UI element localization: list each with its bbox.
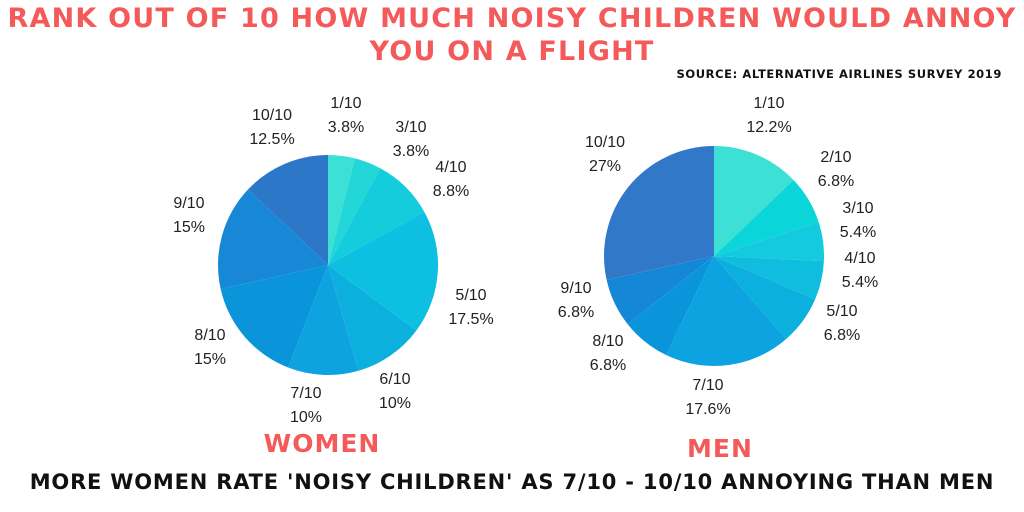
slice-value-label: 27% [589, 158, 621, 175]
pie-slice-4-of-10 [328, 168, 425, 265]
chart-title: RANK OUT OF 10 HOW MUCH NOISY CHILDREN W… [7, 3, 1017, 67]
slice-value-label: 12.5% [249, 131, 294, 148]
slice-category-label: 4/10 [844, 250, 875, 267]
slice-category-label: 1/10 [753, 95, 784, 112]
pie-slice-1-of-10 [714, 146, 794, 256]
footer-caption: MORE WOMEN RATE 'NOISY CHILDREN' AS 7/10… [29, 470, 995, 494]
slice-category-label: 9/10 [173, 195, 204, 212]
pie-slice-1-of-10 [328, 155, 355, 265]
men-pie: 1/10 12.2% 2/10 6.8% 3/10 5.4% 4/10 5.4% 5/10 6.8… [558, 95, 878, 418]
slice-category-label: 7/10 [290, 385, 321, 402]
slice-category-label: 8/10 [592, 333, 623, 350]
slice-value-label: 3.8% [393, 143, 429, 160]
slice-category-label: 5/10 [826, 303, 857, 320]
pie-slice-10-of-10 [603, 145, 714, 280]
slice-category-label: 5/10 [455, 287, 486, 304]
men-label: MEN [687, 434, 753, 463]
pie-slice-3-of-10 [328, 158, 381, 265]
slice-value-label: 6.8% [818, 173, 854, 190]
slice-value-label: 6.8% [590, 357, 626, 374]
pie-slice-5-of-10 [328, 212, 439, 331]
slice-value-label: 5.4% [842, 274, 878, 291]
pie-slice-6-of-10 [328, 265, 417, 371]
slice-category-label: 10/10 [585, 134, 625, 151]
slice-category-label: 8/10 [194, 327, 225, 344]
pie-slice-7-of-10 [288, 265, 359, 376]
slice-value-label: 3.8% [328, 119, 364, 136]
slice-category-label: 9/10 [560, 280, 591, 297]
women-pie: 1/10 3.8% 3/10 3.8% 4/10 8.8% 5/10 17.5% 6/10 10%… [173, 95, 494, 426]
pie-slice-8-of-10 [220, 265, 328, 368]
slice-category-label: 1/10 [330, 95, 361, 112]
slice-value-label: 12.2% [746, 119, 791, 136]
slice-category-label: 3/10 [395, 119, 426, 136]
slice-category-label: 7/10 [692, 377, 723, 394]
slice-value-label: 15% [194, 351, 226, 368]
source-note: SOURCE: ALTERNATIVE AIRLINES SURVEY 2019 [676, 67, 1002, 81]
slice-category-label: 2/10 [820, 149, 851, 166]
slice-value-label: 5.4% [840, 224, 876, 241]
slice-value-label: 6.8% [824, 327, 860, 344]
pie-slice-2-of-10 [714, 180, 819, 256]
slice-value-label: 17.6% [685, 401, 730, 418]
slice-value-label: 15% [173, 219, 205, 236]
pie-slice-4-of-10 [714, 256, 824, 300]
pie-slice-9-of-10 [606, 256, 714, 325]
pie-slice-5-of-10 [714, 256, 816, 339]
slice-category-label: 3/10 [842, 200, 873, 217]
pie-slice-7-of-10 [666, 256, 787, 366]
slice-value-label: 6.8% [558, 304, 594, 321]
women-label: WOMEN [264, 429, 381, 458]
slice-category-label: 4/10 [435, 159, 466, 176]
pie-slice-10-of-10 [247, 155, 328, 265]
slice-value-label: 10% [379, 395, 411, 412]
slice-category-label: 6/10 [379, 371, 410, 388]
slice-value-label: 10% [290, 409, 322, 426]
slice-value-label: 17.5% [448, 311, 493, 328]
slice-category-label: 10/10 [252, 107, 292, 124]
pie-slice-9-of-10 [217, 189, 328, 290]
pie-slice-3-of-10 [714, 222, 824, 262]
slice-value-label: 8.8% [433, 183, 469, 200]
pie-slice-8-of-10 [627, 256, 714, 356]
